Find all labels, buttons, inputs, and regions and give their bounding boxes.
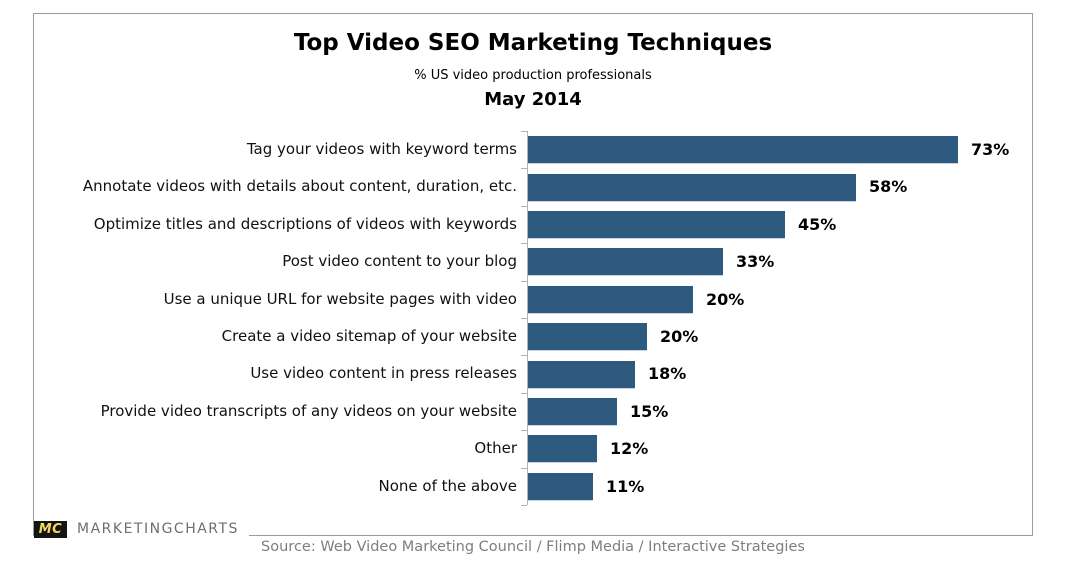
axis-tick (521, 392, 527, 394)
category-label: Create a video sitemap of your website (221, 327, 517, 345)
marketingcharts-logo: MC MARKETINGCHARTS (34, 519, 249, 539)
source-text: Source: Web Video Marketing Council / Fl… (261, 539, 805, 555)
chart-title: Top Video SEO Marketing Techniques (293, 30, 773, 56)
bar (528, 210, 785, 239)
y-axis-line (527, 131, 528, 505)
bar-row: Other 12% (0, 430, 1072, 467)
bar-row: Annotate videos with details about conte… (0, 168, 1072, 205)
category-label: Annotate videos with details about conte… (82, 177, 517, 196)
value-label: 20% (660, 327, 699, 346)
axis-tick (521, 168, 527, 170)
chart-subtitle: % US video production professionals (414, 68, 652, 83)
bar-row: Optimize titles and descriptions of vide… (0, 206, 1072, 243)
category-label: None of the above (378, 476, 517, 495)
bar (528, 472, 593, 501)
value-label: 73% (971, 140, 1010, 159)
axis-tick (521, 467, 527, 469)
bar (528, 360, 635, 389)
bar (528, 323, 647, 352)
value-label: 15% (630, 401, 669, 421)
axis-tick (521, 243, 527, 245)
bar-row: Tag your videos with keyword terms 73% (0, 131, 1072, 168)
value-label: 18% (648, 364, 687, 384)
axis-tick (521, 505, 527, 506)
axis-tick (521, 205, 527, 207)
chart-period: May 2014 (484, 89, 582, 110)
category-label: Other (474, 439, 517, 458)
bar-row: Post video content to your blog 33% (0, 243, 1072, 280)
category-label: Tag your videos with keyword terms (246, 140, 517, 158)
axis-tick (521, 355, 527, 357)
bar (528, 173, 856, 202)
value-label: 12% (610, 439, 649, 459)
value-label: 45% (798, 214, 837, 234)
bar (528, 248, 723, 277)
category-label: Post video content to your blog (282, 252, 517, 271)
category-label: Provide video transcripts of any videos … (100, 401, 517, 420)
value-label: 20% (706, 289, 745, 309)
axis-tick (521, 430, 527, 432)
value-label: 33% (736, 252, 775, 272)
bar-row: Create a video sitemap of your website 20… (0, 318, 1072, 355)
axis-tick (521, 280, 527, 282)
mc-logo-icon: MC (34, 520, 67, 538)
bar (528, 285, 693, 314)
bar-row: Provide video transcripts of any videos … (0, 393, 1072, 430)
value-label: 58% (869, 177, 908, 197)
axis-tick (521, 318, 527, 319)
category-label: Optimize titles and descriptions of vide… (93, 214, 517, 233)
bar (528, 435, 597, 464)
bar (528, 397, 617, 426)
category-label: Use a unique URL for website pages with … (163, 289, 517, 308)
bar-row: Use a unique URL for website pages with … (0, 281, 1072, 318)
bar-row: None of the above 11% (0, 468, 1072, 505)
category-label: Use video content in press releases (250, 364, 517, 383)
value-label: 11% (606, 476, 645, 496)
marketingcharts-wordmark: MARKETINGCHARTS (77, 521, 239, 537)
bar (528, 136, 958, 165)
bar-row: Use video content in press releases 18% (0, 355, 1072, 392)
axis-tick (521, 131, 527, 132)
